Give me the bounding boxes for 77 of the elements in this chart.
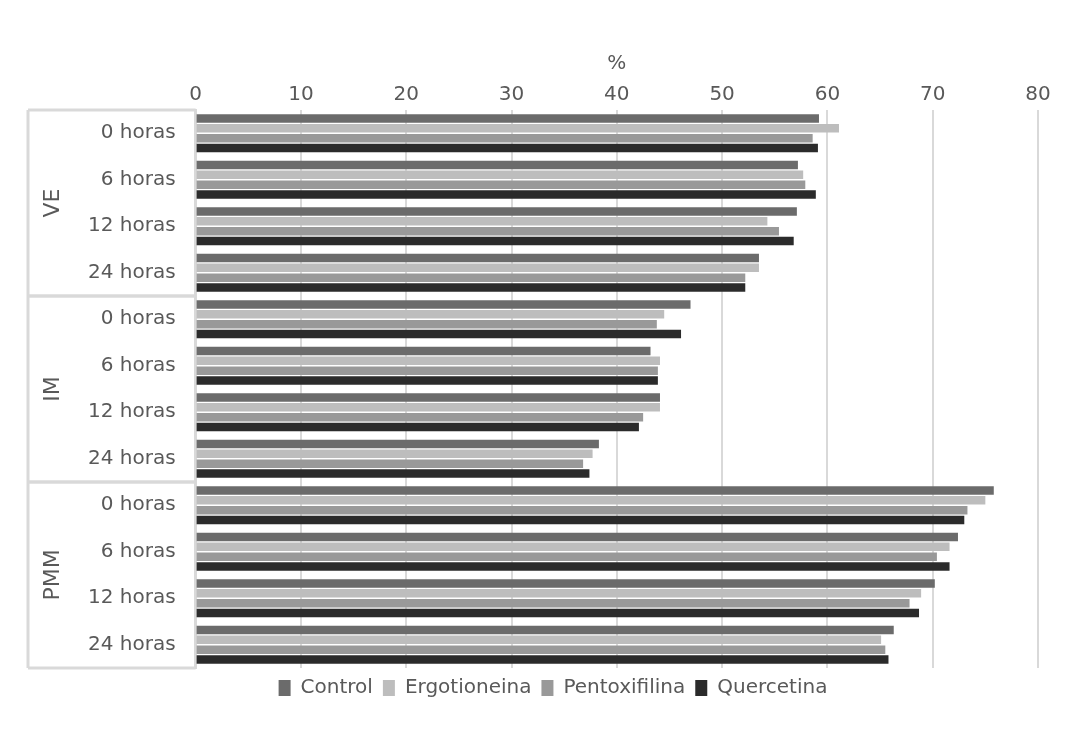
bar <box>196 645 886 654</box>
bar <box>196 114 819 123</box>
bar <box>196 207 797 216</box>
bar <box>196 598 910 608</box>
bar <box>196 190 816 199</box>
bar <box>196 403 660 412</box>
bar <box>196 346 651 356</box>
bar <box>196 236 794 246</box>
bar <box>196 263 759 273</box>
x-tick-label: 80 <box>1025 81 1051 106</box>
text: VE <box>38 188 64 218</box>
bar <box>196 366 658 375</box>
x-axis-title: % <box>607 50 627 75</box>
x-tick-label: 50 <box>709 81 735 106</box>
x-tick-label: 10 <box>288 81 314 106</box>
y-tick-label: 0 horas <box>100 305 176 330</box>
bar <box>196 439 599 449</box>
bar <box>196 469 590 478</box>
bar <box>196 310 665 319</box>
y-tick-label: 6 horas <box>100 165 176 190</box>
bar <box>196 124 839 133</box>
bar <box>196 625 894 635</box>
bar <box>196 655 889 664</box>
legend-label: Control <box>300 674 373 699</box>
y-tick-label: 6 horas <box>100 351 176 376</box>
y-tick-label: 12 horas <box>87 398 176 423</box>
bar <box>196 273 746 282</box>
bar <box>196 532 958 542</box>
bar <box>196 393 660 402</box>
legend-label: Quercetina <box>717 674 828 699</box>
bar <box>196 160 798 170</box>
bar <box>196 300 691 309</box>
bar <box>196 552 937 561</box>
y-tick-label: 12 horas <box>87 584 176 609</box>
bar <box>196 542 950 552</box>
bar <box>196 170 804 180</box>
y-tick-label: 24 horas <box>87 630 176 655</box>
y-tick-label: 24 horas <box>87 258 176 283</box>
bar <box>196 562 950 571</box>
bar <box>196 459 584 468</box>
bar <box>196 226 779 236</box>
x-tick-label: 20 <box>393 81 419 106</box>
x-tick-label: 70 <box>919 81 946 106</box>
bar <box>196 133 813 143</box>
bar <box>196 496 986 505</box>
x-tick-label: 40 <box>604 81 630 106</box>
bar <box>196 608 920 618</box>
bar <box>196 579 935 588</box>
bar <box>196 486 994 495</box>
y-tick-label: 0 horas <box>100 119 176 144</box>
text: PMM <box>38 549 64 601</box>
bar <box>196 180 806 189</box>
bar <box>196 143 818 153</box>
text: IM <box>38 376 64 402</box>
bar <box>196 356 660 366</box>
legend-label: Ergotioneina <box>404 674 532 699</box>
y-tick-label: 24 horas <box>87 444 176 469</box>
bar <box>196 217 768 226</box>
legend-label: Pentoxifilina <box>563 674 686 699</box>
bar <box>196 412 644 422</box>
y-tick-label: 12 horas <box>87 212 176 237</box>
x-tick-label: 60 <box>814 81 841 106</box>
bar <box>196 449 593 459</box>
bar <box>196 253 759 263</box>
bar <box>196 376 658 385</box>
bar <box>196 319 657 329</box>
bar <box>196 329 682 339</box>
bar <box>196 635 882 645</box>
bar <box>196 283 746 292</box>
x-tick-label: 30 <box>498 81 525 106</box>
bar <box>196 515 965 525</box>
y-tick-label: 6 horas <box>100 537 176 562</box>
y-tick-label: 0 horas <box>100 491 176 516</box>
bar <box>196 505 968 515</box>
x-tick-label: 0 <box>189 81 202 106</box>
bar <box>196 589 922 598</box>
bar <box>196 422 639 432</box>
